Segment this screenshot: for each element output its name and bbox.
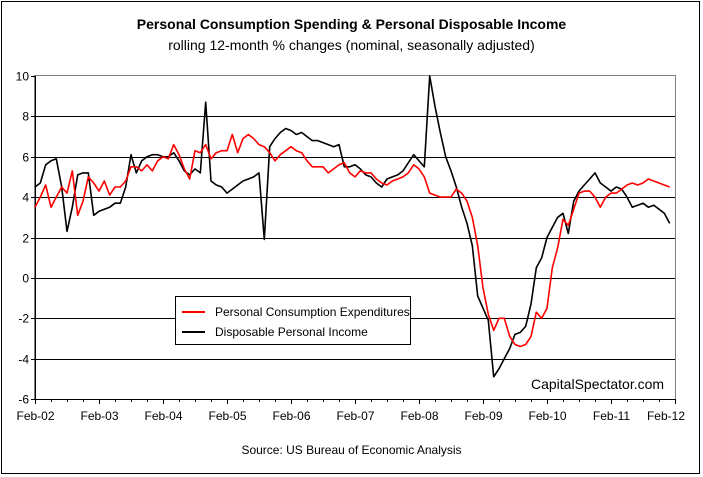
y-tick-label: 8 (22, 110, 29, 124)
y-tick-label: -4 (18, 353, 29, 367)
y-tick-label: 6 (22, 151, 29, 165)
chart-subtitle: rolling 12-month % changes (nominal, sea… (168, 37, 535, 53)
x-tick-label: Feb-04 (144, 409, 182, 423)
chart-title: Personal Consumption Spending & Personal… (136, 16, 567, 32)
x-tick-label: Feb-12 (647, 409, 685, 423)
x-tick-label: Feb-10 (528, 409, 566, 423)
x-tick-label: Feb-06 (272, 409, 310, 423)
x-tick-label: Feb-11 (593, 409, 630, 423)
plot-area-border (34, 75, 676, 400)
y-tick-label: -2 (18, 312, 29, 326)
series-line-pce (34, 133, 670, 348)
watermark: CapitalSpectator.com (531, 376, 664, 392)
series-line-dpi (34, 75, 671, 378)
legend-label-pce: Personal Consumption Expenditures (215, 305, 410, 319)
x-tick-label: Feb-02 (16, 409, 54, 423)
y-tick-label: 2 (22, 232, 29, 246)
y-tick-label: -6 (18, 393, 29, 407)
x-tick-label: Feb-03 (80, 409, 118, 423)
legend: Personal Consumption Expenditures Dispos… (175, 296, 411, 345)
y-tick-label: 0 (22, 272, 29, 286)
legend-label-dpi: Disposable Personal Income (215, 325, 368, 339)
source-note: Source: US Bureau of Economic Analysis (241, 443, 462, 457)
y-tick-label: 10 (16, 70, 30, 84)
legend-box (175, 296, 411, 345)
x-tick-label: Feb-07 (336, 409, 374, 423)
y-tick-label: 4 (22, 191, 29, 205)
x-tick-label: Feb-08 (400, 409, 438, 423)
x-tick-label: Feb-09 (464, 409, 502, 423)
x-tick-label: Feb-05 (208, 409, 246, 423)
